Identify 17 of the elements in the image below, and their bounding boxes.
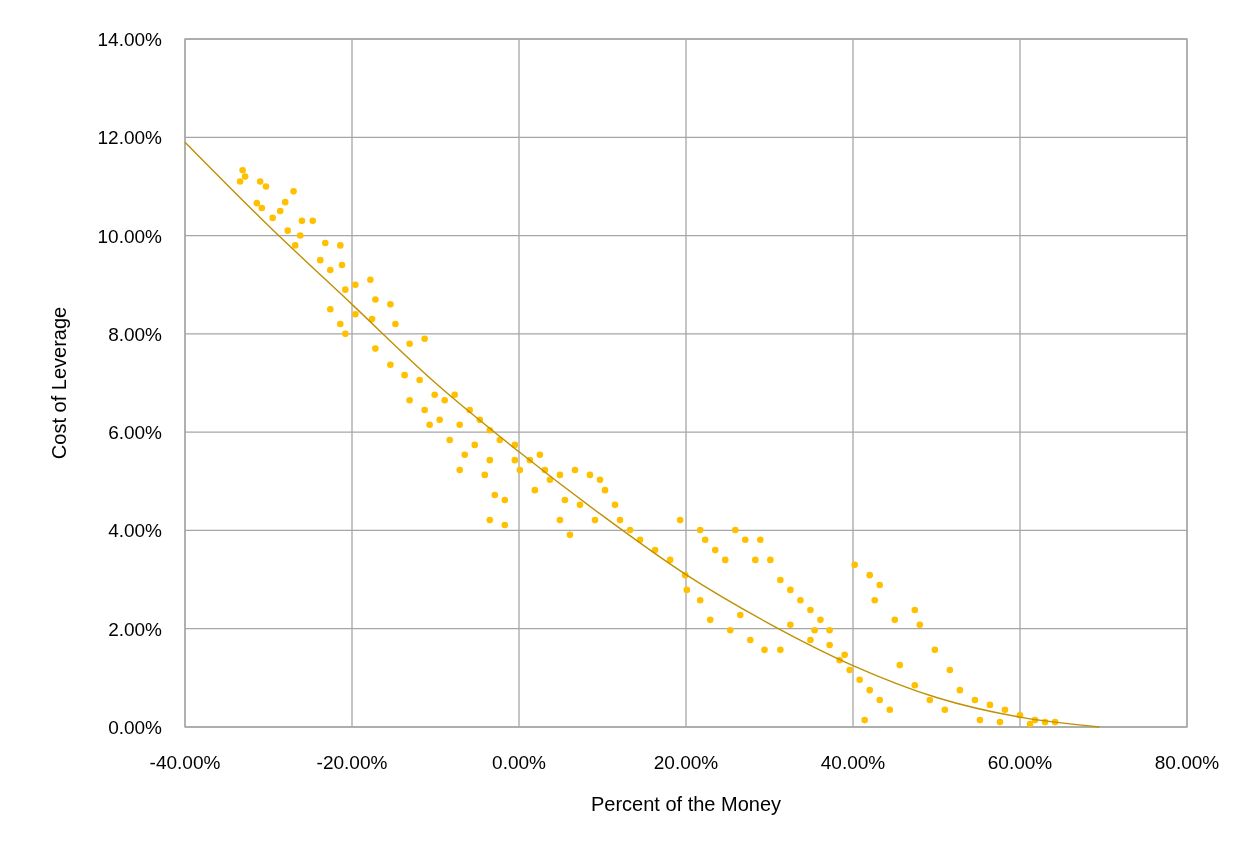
x-tick-label: 80.00% — [1154, 752, 1220, 773]
x-tick-label: -40.00% — [149, 752, 221, 773]
y-tick-label: 0.00% — [108, 717, 163, 738]
y-tick-label: 6.00% — [108, 422, 163, 444]
y-tick-label: 14.00% — [97, 29, 163, 50]
x-tick-label: 60.00% — [987, 752, 1053, 773]
y-tick-label: 2.00% — [108, 618, 163, 640]
x-tick-label: 0.00% — [492, 752, 547, 773]
y-tick-label: 4.00% — [108, 520, 163, 542]
y-axis-title: Cost of Leverage — [48, 306, 70, 460]
x-tick-label: 40.00% — [820, 752, 886, 773]
x-tick-label: 20.00% — [653, 752, 719, 773]
y-tick-label: 10.00% — [97, 225, 163, 247]
x-axis-title: Percent of the Money — [590, 793, 782, 815]
y-tick-label: 12.00% — [97, 127, 163, 149]
x-tick-label: -20.00% — [316, 752, 388, 773]
y-tick-label: 8.00% — [108, 323, 163, 345]
